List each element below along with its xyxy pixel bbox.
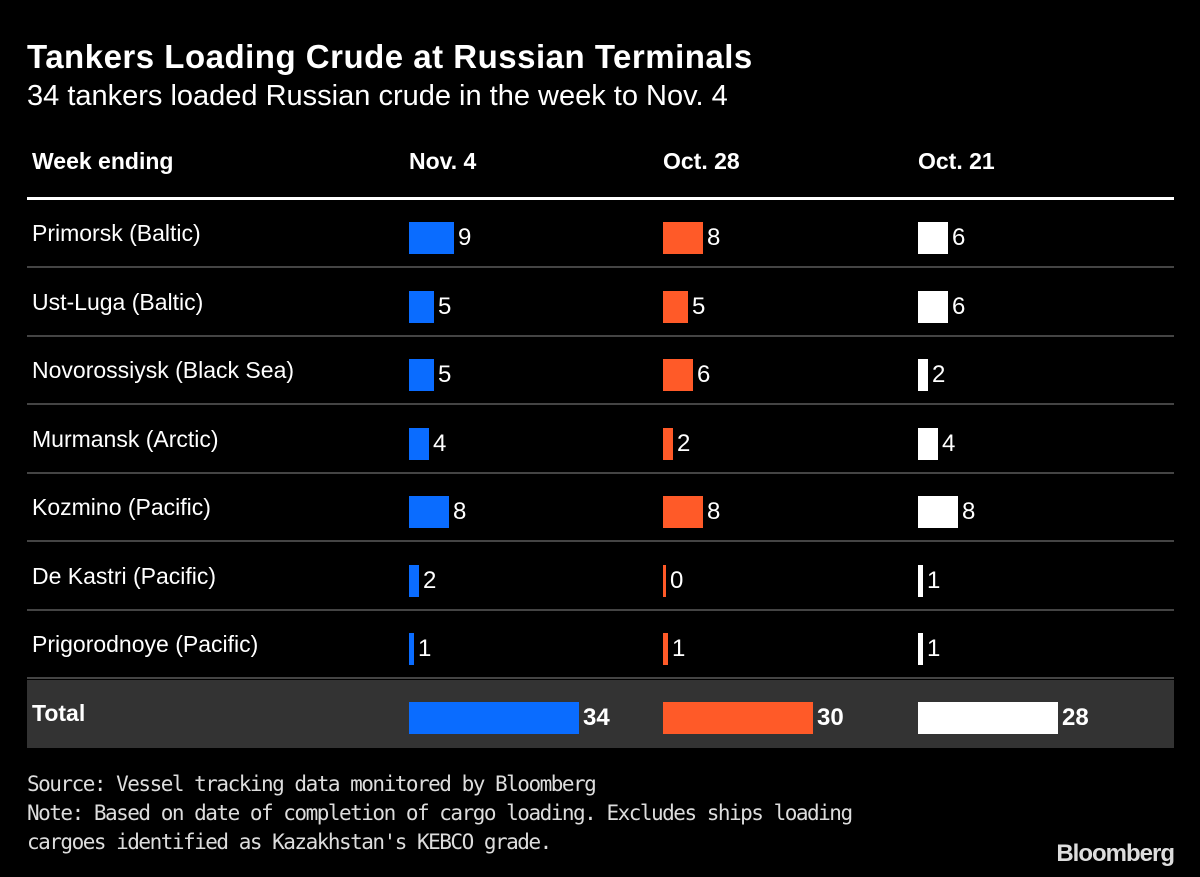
bar <box>918 427 938 460</box>
bar <box>409 290 434 323</box>
value-label: 30 <box>817 704 844 731</box>
row-label: Total <box>32 700 86 726</box>
value-label: 2 <box>932 361 946 388</box>
row-label: Murmansk (Arctic) <box>32 425 219 452</box>
bar <box>663 427 673 460</box>
value-label: 34 <box>583 704 610 731</box>
note-line-2: cargoes identified as Kazakhstan's KEBCO… <box>27 830 552 854</box>
value-label: 28 <box>1062 704 1089 731</box>
value-label: 9 <box>458 224 472 251</box>
value-label: 4 <box>433 429 447 457</box>
table-row: Kozmino (Pacific) 8 8 8 <box>27 474 1174 542</box>
value-label: 6 <box>697 361 711 388</box>
value-label: 5 <box>438 292 452 320</box>
bar <box>663 564 666 597</box>
source-note: Source: Vessel tracking data monitored b… <box>27 772 597 796</box>
bar <box>409 359 434 391</box>
value-label: 8 <box>707 224 721 251</box>
value-label: 8 <box>453 498 467 525</box>
bar <box>918 564 923 597</box>
table-row: Prigorodnoye (Pacific) 1 1 1 <box>27 611 1174 679</box>
note-line-1: Note: Based on date of completion of car… <box>27 801 853 825</box>
bar <box>918 633 923 665</box>
column-header-2: Oct. 28 <box>663 148 740 174</box>
row-label: Novorossiysk (Black Sea) <box>32 357 295 383</box>
bar <box>663 702 813 734</box>
bar <box>409 427 429 460</box>
column-header-1: Nov. 4 <box>409 148 477 174</box>
value-label: 1 <box>927 635 941 662</box>
table-row: Murmansk (Arctic) 4 2 4 <box>27 406 1174 474</box>
bar <box>918 222 948 254</box>
value-label: 1 <box>927 566 941 594</box>
bar <box>663 496 703 528</box>
bar <box>409 702 579 734</box>
value-label: 0 <box>670 566 684 594</box>
row-label: De Kastri (Pacific) <box>32 562 217 589</box>
bar <box>409 496 449 528</box>
table-row: Ust-Luga (Baltic) 5 5 6 <box>27 269 1174 337</box>
bar <box>663 290 688 323</box>
bar <box>663 222 703 254</box>
table-row: Primorsk (Baltic) 9 8 6 <box>27 200 1174 268</box>
bar <box>409 564 419 597</box>
value-label: 1 <box>672 635 686 662</box>
bar <box>918 290 948 323</box>
value-label: 6 <box>952 292 966 320</box>
total-row: Total 34 30 28 <box>27 680 1174 748</box>
value-label: 8 <box>707 498 721 525</box>
bar <box>663 359 693 391</box>
value-label: 1 <box>418 635 432 662</box>
value-label: 2 <box>423 566 437 594</box>
bar <box>918 496 958 528</box>
row-label: Prigorodnoye (Pacific) <box>32 631 259 657</box>
chart-subtitle: 34 tankers loaded Russian crude in the w… <box>27 80 728 112</box>
table-row: De Kastri (Pacific) 2 0 1 <box>27 543 1174 611</box>
bloomberg-logo: Bloomberg <box>1056 840 1175 867</box>
row-label: Ust-Luga (Baltic) <box>32 288 204 315</box>
row-label: Primorsk (Baltic) <box>32 220 201 246</box>
chart-title: Tankers Loading Crude at Russian Termina… <box>27 38 753 75</box>
value-label: 4 <box>942 429 956 457</box>
header-divider <box>27 197 1174 200</box>
bar <box>918 702 1058 734</box>
bar <box>409 222 454 254</box>
bar <box>409 633 414 665</box>
value-label: 2 <box>677 429 691 457</box>
bar <box>918 359 928 391</box>
value-label: 8 <box>962 498 976 525</box>
value-label: 5 <box>438 361 452 388</box>
table-row: Novorossiysk (Black Sea) 5 6 2 <box>27 337 1174 405</box>
bar <box>663 633 668 665</box>
value-label: 6 <box>952 224 966 251</box>
row-header: Week ending <box>32 148 174 174</box>
row-label: Kozmino (Pacific) <box>32 494 211 520</box>
column-header-3: Oct. 21 <box>918 148 995 174</box>
value-label: 5 <box>692 292 706 320</box>
